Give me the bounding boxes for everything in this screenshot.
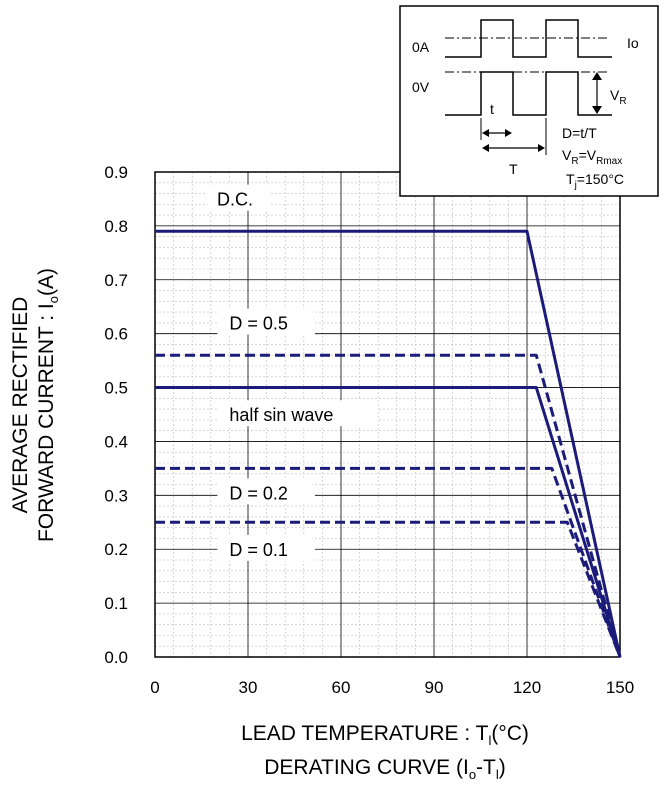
duty-equation: D=t/T (562, 125, 597, 141)
y-tick-label: 0.8 (104, 217, 128, 236)
y-axis-title-line2: FORWARD CURRENT : Io(A) (35, 267, 62, 543)
series-label: D = 0.5 (229, 314, 288, 334)
T-label: T (509, 161, 518, 177)
waveform-inset: 0A 0V Io VR t T D=t/T VR=VRmax Tj=150°C (399, 5, 659, 197)
y-tick-label: 0.3 (104, 486, 128, 505)
plot-frame (154, 171, 621, 658)
x-tick-label: 150 (606, 678, 634, 697)
y-axis-title-line1: AVERAGE RECTIFIED (9, 296, 32, 514)
y-tick-label: 0.9 (104, 163, 128, 182)
series-label-background (217, 534, 315, 561)
junction-temp-equation: Tj=150°C (566, 171, 624, 191)
series-label-background (217, 400, 378, 427)
y-tick-label: 0.7 (104, 271, 128, 290)
series-line (155, 386, 622, 658)
series-line (155, 229, 622, 658)
y-axis-title: AVERAGE RECTIFIED FORWARD CURRENT : Io(A… (8, 190, 68, 620)
series-label: D = 0.2 (229, 483, 288, 503)
plot-area: 0 30 60 90 120 150 0.0 0.1 0.2 0.3 0.4 0.5 0.6 0.7 0.8… (104, 163, 634, 697)
x-tick-label: 0 (150, 678, 159, 697)
x-tick-label: 120 (513, 678, 541, 697)
zero-volt-label: 0V (412, 79, 430, 95)
vr-label: VR (610, 87, 627, 107)
t-label: t (490, 101, 494, 117)
y-tick-label: 0.1 (104, 594, 128, 613)
y-tick-label: 0.0 (104, 648, 128, 667)
series-label-background (217, 478, 315, 505)
y-tick-label: 0.6 (104, 325, 128, 344)
voltage-pulse-waveform (445, 71, 612, 116)
current-pulse-waveform (445, 19, 612, 58)
series-label: D.C. (217, 190, 253, 210)
T-arrow-head-left (482, 144, 489, 152)
series-label: half sin wave (229, 405, 333, 425)
t-arrow-head-left (482, 129, 489, 137)
series-label-background (205, 184, 271, 211)
y-tick-label: 0.4 (104, 432, 128, 451)
series-label: D = 0.1 (229, 540, 288, 560)
x-tick-label: 30 (239, 678, 258, 697)
chart-caption: DERATING CURVE (Io-Tl) (264, 756, 506, 783)
zero-amp-label: 0A (412, 39, 430, 55)
x-tick-label: 90 (425, 678, 444, 697)
y-tick-label: 0.2 (104, 540, 128, 559)
inset-frame (399, 5, 659, 197)
series-line (155, 466, 622, 658)
series-line (155, 353, 622, 658)
T-arrow-head-right (538, 144, 545, 152)
x-axis-title: LEAD TEMPERATURE : Tl(°C) (241, 722, 529, 749)
x-tick-label: 60 (332, 678, 351, 697)
t-arrow-head-right (505, 129, 512, 137)
series-label-background (217, 308, 315, 335)
y-tick-label: 0.5 (104, 379, 128, 398)
vr-arrow-head-down (592, 106, 602, 114)
io-label: Io (627, 35, 639, 51)
vr-arrow-head-up (592, 72, 602, 80)
voltage-equation: VR=VRmax (562, 147, 622, 167)
series-line (155, 520, 622, 658)
